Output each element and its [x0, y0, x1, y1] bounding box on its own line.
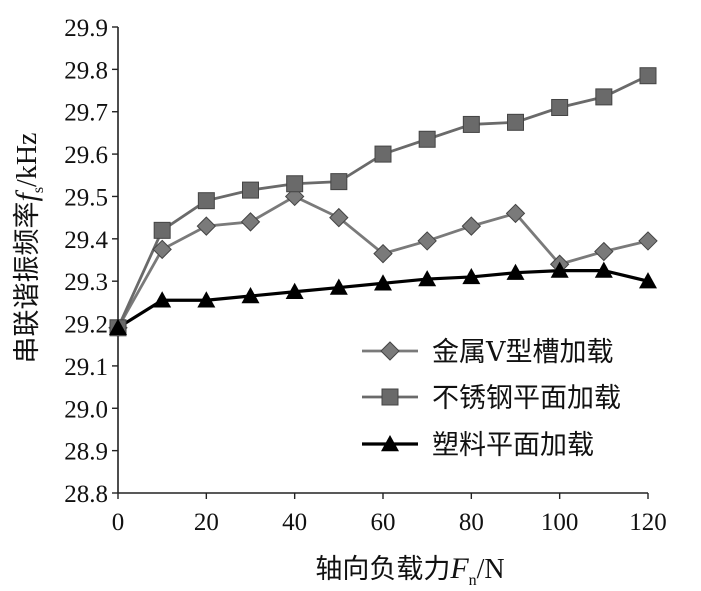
data-point-diamond: [417, 231, 437, 251]
legend-label: 塑料平面加载: [432, 430, 594, 461]
data-point-triangle: [374, 274, 392, 291]
data-point-triangle: [639, 272, 657, 289]
tick-labels: 28.8 28.9 29.0 29.1 29.2 29.3 29.4 29.5 29.6 29.7…: [64, 15, 667, 536]
y-axis-title: 串联谐振频率fs/kHz: [10, 132, 47, 363]
data-point-diamond: [240, 212, 261, 232]
y-tick-label: 28.8: [64, 481, 108, 508]
data-point-square: [551, 98, 569, 116]
data-point-diamond: [638, 231, 658, 251]
y-tick-label: 29.5: [64, 184, 108, 211]
data-point-diamond: [461, 216, 482, 236]
data-point-square: [462, 115, 480, 133]
data-point-square: [639, 67, 657, 85]
legend-marker-triangle: [381, 435, 399, 452]
series-markers: [108, 67, 658, 338]
data-point-triangle: [285, 282, 304, 299]
data-point-diamond: [152, 239, 172, 260]
data-point-square: [286, 175, 304, 193]
y-tick-label: 29.9: [64, 15, 108, 42]
data-point-triangle: [153, 291, 172, 308]
legend-label: 不锈钢平面加载: [432, 383, 621, 414]
data-point-triangle: [462, 267, 481, 285]
data-point-square: [374, 145, 392, 163]
data-point-triangle: [197, 291, 216, 308]
data-point-diamond: [594, 241, 614, 262]
data-point-triangle: [594, 261, 613, 278]
x-tick-label: 100: [541, 509, 579, 536]
x-tick-label: 120: [629, 509, 667, 536]
data-point-triangle: [550, 261, 569, 278]
data-point-diamond: [505, 203, 526, 224]
y-tick-label: 28.9: [64, 439, 108, 466]
y-tick-label: 29.7: [64, 100, 108, 127]
data-point-triangle: [329, 278, 348, 295]
x-axis-title: 轴向负载力Fn/N: [315, 552, 504, 589]
data-point-triangle: [241, 287, 260, 304]
axes: [112, 26, 649, 499]
y-tick-label: 29.6: [64, 142, 108, 169]
legend-marker-diamond: [380, 341, 400, 361]
data-point-triangle: [418, 270, 437, 287]
data-point-square: [242, 181, 259, 199]
x-tick-label: 80: [459, 509, 484, 536]
y-tick-label: 29.2: [64, 312, 108, 339]
data-point-square: [153, 221, 171, 239]
data-point-diamond: [329, 207, 349, 228]
data-point-diamond: [196, 216, 217, 236]
x-tick-label: 40: [282, 509, 307, 536]
y-tick-label: 29.0: [64, 396, 108, 423]
legend-label: 金属V型槽加载: [432, 337, 614, 368]
y-tick-label: 29.1: [64, 354, 108, 381]
axis-titles: 轴向负载力Fn/N 串联谐振频率fs/kHz: [10, 132, 505, 589]
data-point-square: [197, 192, 215, 210]
x-tick-label: 0: [112, 509, 125, 536]
data-point-square: [418, 130, 436, 148]
x-tick-label: 60: [371, 509, 396, 536]
data-point-square: [507, 113, 524, 131]
legend-marker-square: [381, 388, 399, 406]
data-point-square: [595, 88, 613, 106]
data-point-diamond: [373, 243, 393, 264]
y-tick-label: 29.8: [64, 57, 108, 84]
data-point-triangle: [109, 318, 127, 335]
y-tick-label: 29.4: [64, 227, 108, 254]
x-tick-label: 20: [194, 509, 219, 536]
data-point-triangle: [506, 263, 525, 280]
y-tick-label: 29.3: [64, 269, 108, 296]
data-point-square: [330, 173, 348, 191]
